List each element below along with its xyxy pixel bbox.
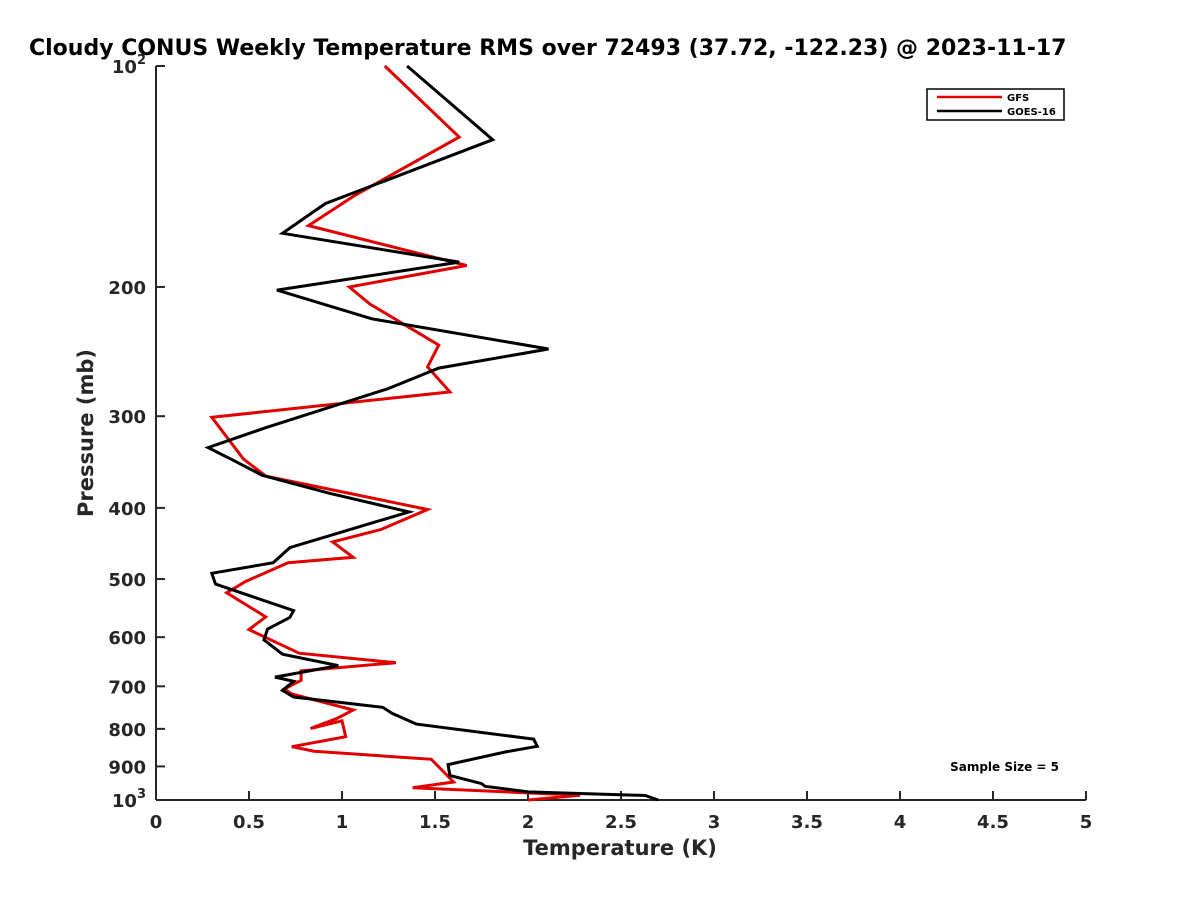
y-tick-label-exponent: 3 <box>137 787 146 802</box>
x-axis-label: Temperature (K) <box>523 836 717 860</box>
y-tick-label: 400 <box>108 499 146 520</box>
y-tick-label-exponent: 2 <box>137 53 146 68</box>
y-tick-label: 900 <box>108 757 146 778</box>
y-tick-label-base: 10 <box>112 791 137 812</box>
x-tick-label: 0 <box>150 812 163 833</box>
x-tick-label: 5 <box>1080 812 1093 833</box>
y-tick-label: 700 <box>108 677 146 698</box>
x-tick-label: 3.5 <box>791 812 823 833</box>
x-tick-label: 4 <box>894 812 907 833</box>
y-tick-label: 200 <box>108 278 146 299</box>
x-tick-label: 4.5 <box>977 812 1009 833</box>
sample-size-annotation: Sample Size = 5 <box>950 760 1059 774</box>
y-tick-label-base: 10 <box>112 57 137 78</box>
legend-box <box>926 88 1065 121</box>
legend: GFS GOES-16 <box>926 88 1065 121</box>
y-tick-label: 102 <box>112 53 146 78</box>
x-axis-ticks: 0 0.5 1 1.5 2 2.5 3 3.5 4 4.5 5 <box>150 791 1093 833</box>
x-tick-label: 3 <box>708 812 721 833</box>
series-layer <box>204 64 659 802</box>
plot-area: 0 0.5 1 1.5 2 2.5 3 3.5 4 4.5 5 102200300400500600… <box>108 53 1092 833</box>
x-tick-label: 1 <box>336 812 349 833</box>
series-line-goes16 <box>204 64 659 802</box>
x-tick-label: 2 <box>522 812 535 833</box>
y-tick-label: 600 <box>108 628 146 649</box>
y-axis-label: Pressure (mb) <box>74 349 98 517</box>
y-tick-label: 300 <box>108 407 146 428</box>
legend-label-gfs: GFS <box>1007 93 1029 104</box>
x-tick-label: 2.5 <box>605 812 637 833</box>
chart-title: Cloudy CONUS Weekly Temperature RMS over… <box>29 36 1066 61</box>
legend-label-goes16: GOES-16 <box>1007 107 1056 118</box>
x-tick-label: 0.5 <box>233 812 265 833</box>
x-tick-label: 1.5 <box>419 812 451 833</box>
y-tick-label: 500 <box>108 570 146 591</box>
y-tick-label: 800 <box>108 720 146 741</box>
y-tick-label: 103 <box>112 787 146 812</box>
